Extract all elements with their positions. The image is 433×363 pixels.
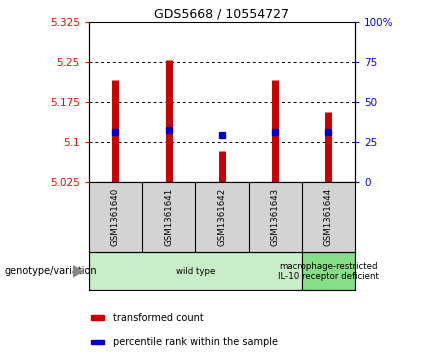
Text: GSM1361641: GSM1361641 xyxy=(164,188,173,246)
Bar xyxy=(302,182,355,252)
Bar xyxy=(91,340,104,344)
Text: percentile rank within the sample: percentile rank within the sample xyxy=(113,337,278,347)
Text: GSM1361642: GSM1361642 xyxy=(217,188,226,246)
Bar xyxy=(195,182,249,252)
Bar xyxy=(89,182,142,252)
Bar xyxy=(249,182,302,252)
Text: macrophage-restricted
IL-10 receptor deficient: macrophage-restricted IL-10 receptor def… xyxy=(278,262,379,281)
Title: GDS5668 / 10554727: GDS5668 / 10554727 xyxy=(155,8,289,21)
Text: wild type: wild type xyxy=(176,267,215,276)
Text: GSM1361640: GSM1361640 xyxy=(111,188,120,246)
Bar xyxy=(302,252,355,290)
Text: genotype/variation: genotype/variation xyxy=(4,266,97,276)
Text: transformed count: transformed count xyxy=(113,313,204,323)
Text: GSM1361644: GSM1361644 xyxy=(324,188,333,246)
Bar xyxy=(91,315,104,320)
Bar xyxy=(142,182,195,252)
Bar xyxy=(89,252,302,290)
Text: GSM1361643: GSM1361643 xyxy=(271,188,280,246)
